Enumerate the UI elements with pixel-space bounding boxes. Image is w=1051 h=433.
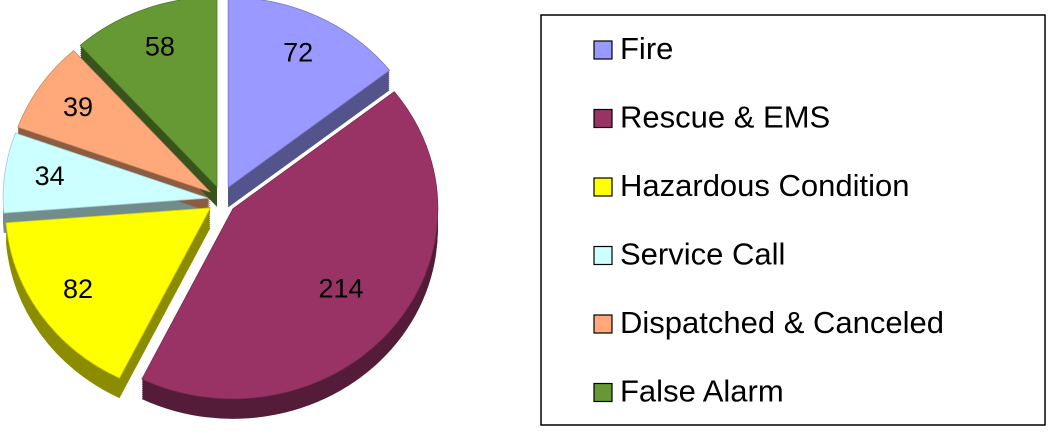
slice bbox=[5, 207, 212, 379]
legend-swatch bbox=[593, 108, 613, 129]
data-label: 82 bbox=[63, 274, 93, 304]
legend-label: Hazardous Condition bbox=[620, 168, 910, 203]
legend-box bbox=[540, 14, 1046, 426]
legend: Fire Rescue & EMS Hazardous Condition Servi… bbox=[593, 31, 944, 409]
data-label: 58 bbox=[145, 32, 175, 62]
legend-swatch bbox=[593, 177, 613, 197]
legend-label: Dispatched & Canceled bbox=[620, 305, 944, 340]
data-label: 214 bbox=[318, 274, 363, 304]
legend-swatch bbox=[593, 245, 613, 266]
legend-label: Rescue & EMS bbox=[620, 100, 830, 135]
legend-swatch bbox=[593, 314, 613, 334]
slice bbox=[17, 50, 211, 193]
pie: 72 214 82 34 39 58 bbox=[2, 0, 439, 419]
legend-label: False Alarm bbox=[620, 374, 784, 409]
legend-swatch bbox=[593, 40, 613, 60]
slice bbox=[227, 0, 391, 189]
legend-label: Fire bbox=[620, 31, 673, 66]
data-label: 39 bbox=[63, 92, 93, 122]
slice bbox=[2, 132, 209, 214]
legend-label: Service Call bbox=[620, 237, 785, 272]
data-label: 72 bbox=[283, 37, 313, 67]
legend-swatch bbox=[593, 382, 613, 403]
slice bbox=[141, 91, 439, 400]
data-label: 34 bbox=[35, 161, 65, 191]
slice bbox=[79, 0, 218, 188]
